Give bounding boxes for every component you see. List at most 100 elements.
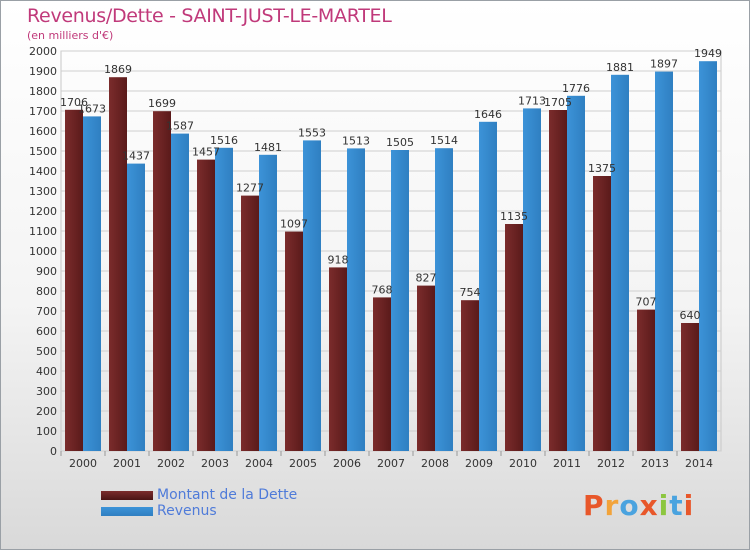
logo-letter: i [658,489,670,522]
x-axis-ticks: 2000 2001 2002 2003 2004 2005 2006 2007 2008 2009… [60,451,713,470]
bar-dette [153,111,171,451]
logo-letter: o [619,489,640,522]
bar-revenus [127,163,145,451]
y-tick-label: 900 [36,265,57,278]
bar-dette [505,224,523,451]
x-tick-label: 2003 [201,457,229,470]
data-label-revenus: 1949 [694,47,722,60]
bar-revenus [655,71,673,451]
bar-revenus [215,147,233,452]
y-tick-label: 700 [36,305,57,318]
data-label-revenus: 1776 [562,82,590,95]
bar-revenus [435,148,453,451]
chart-subtitle: (en milliers d'€) [27,29,114,42]
y-tick-label: 2000 [29,45,57,58]
data-label-revenus: 1514 [430,134,458,147]
data-label-revenus: 1673 [78,102,106,115]
bar-dette [637,309,655,451]
data-label-dette: 640 [680,309,701,322]
legend-swatch-revenus [101,507,153,516]
legend-label-dette: Montant de la Dette [157,487,298,503]
y-tick-label: 1200 [29,205,57,218]
bar-revenus [171,133,189,451]
bar-dette [417,285,435,451]
data-label-dette: 707 [636,296,657,309]
x-tick-label: 2004 [245,457,273,470]
bar-chart: 0 100 200 300 400 500 600 700 800 900 1000 1100 1200… [29,45,722,470]
data-label-revenus: 1881 [606,61,634,74]
data-label-revenus: 1553 [298,126,326,139]
data-label-revenus: 1587 [166,120,194,133]
y-axis-ticks: 0 100 200 300 400 500 600 700 800 900 1000 1100 1200… [29,45,57,458]
x-tick-label: 2008 [421,457,449,470]
bar-revenus [699,61,717,451]
x-tick-label: 2010 [509,457,537,470]
data-label-revenus: 1897 [650,58,678,71]
y-tick-label: 1600 [29,125,57,138]
data-label-dette: 1699 [148,97,176,110]
proxiti-logo: Proxiti [583,489,694,522]
chart-title: Revenus/Dette - SAINT-JUST-LE-MARTEL [27,5,392,27]
bar-dette [109,77,127,451]
data-label-dette: 1375 [588,162,616,175]
data-label-revenus: 1481 [254,141,282,154]
logo-letter: i [683,489,695,522]
bar-revenus [523,108,541,452]
y-tick-label: 500 [36,345,57,358]
bar-dette [329,267,347,451]
y-tick-label: 1700 [29,105,57,118]
y-tick-label: 1900 [29,65,57,78]
data-label-dette: 768 [372,283,393,296]
data-label-dette: 754 [460,286,481,299]
data-label-dette: 1097 [280,218,308,231]
x-tick-label: 2013 [641,457,669,470]
bar-revenus [83,116,101,452]
x-tick-label: 2000 [69,457,97,470]
y-tick-label: 1300 [29,185,57,198]
bar-dette [681,323,699,451]
logo-letter: t [669,489,684,522]
data-label-dette: 827 [416,272,437,285]
data-label-revenus: 1646 [474,108,502,121]
x-tick-label: 2012 [597,457,625,470]
bar-revenus [259,154,277,452]
data-label-revenus: 1505 [386,136,414,149]
bar-revenus [347,148,365,451]
x-tick-label: 2001 [113,457,141,470]
y-tick-label: 300 [36,385,57,398]
y-tick-label: 100 [36,425,57,438]
legend-label-revenus: Revenus [157,503,217,519]
logo-letter: r [604,489,620,522]
bar-dette [549,110,567,451]
bar-revenus [303,140,321,451]
bar-revenus [611,74,629,452]
x-tick-label: 2006 [333,457,361,470]
y-tick-label: 600 [36,325,57,338]
logo-letter: P [583,489,605,522]
bar-revenus [391,150,409,451]
y-tick-label: 1000 [29,245,57,258]
data-label-dette: 1705 [544,96,572,109]
y-tick-label: 1800 [29,85,57,98]
bar-dette [461,300,479,451]
x-tick-label: 2002 [157,457,185,470]
y-tick-label: 0 [50,445,57,458]
legend-swatch-dette [101,491,153,500]
data-label-revenus: 1516 [210,134,238,147]
bar-revenus [479,121,497,452]
data-label-revenus: 1437 [122,150,150,163]
data-label-dette: 918 [328,253,349,266]
x-tick-label: 2007 [377,457,405,470]
x-tick-label: 2009 [465,457,493,470]
bar-dette [373,297,391,451]
logo-letter: x [639,489,659,522]
bar-dette [241,195,259,451]
bar-dette [593,176,611,451]
data-label-dette: 1135 [500,210,528,223]
x-tick-label: 2011 [553,457,581,470]
bar-dette [65,109,83,452]
y-tick-label: 1100 [29,225,57,238]
y-tick-label: 200 [36,405,57,418]
